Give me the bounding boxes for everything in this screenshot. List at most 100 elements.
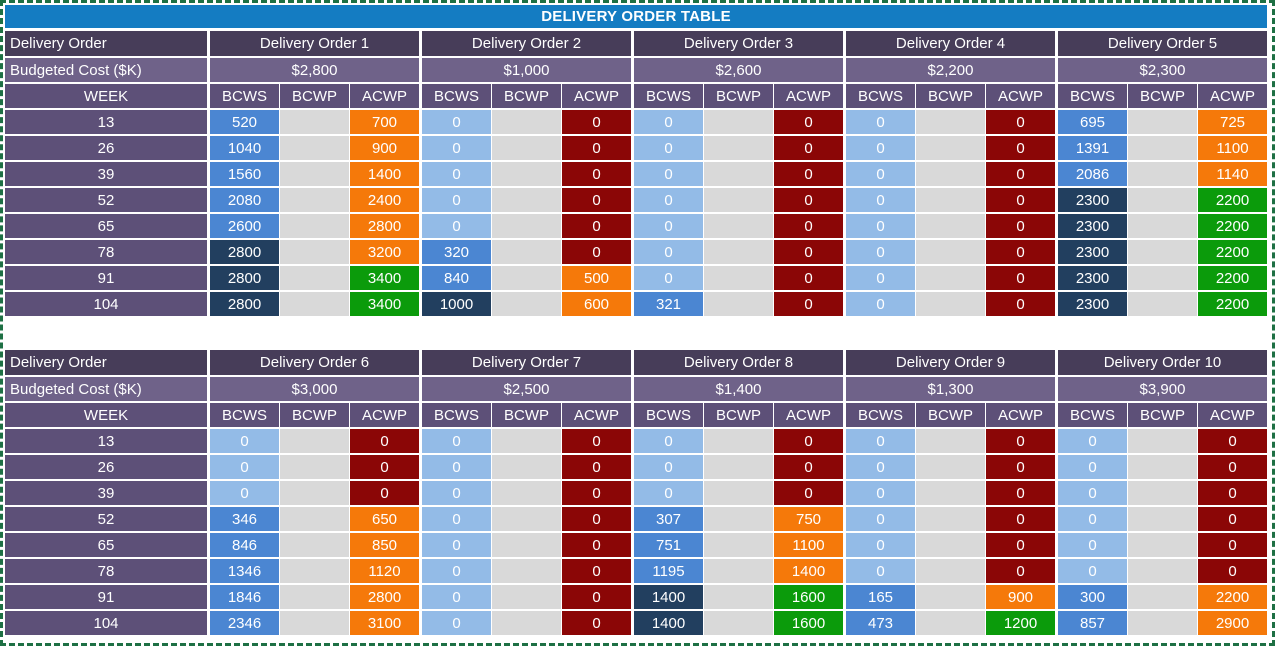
bcwp-value-cell[interactable] xyxy=(704,455,774,479)
bcws-value-cell[interactable]: 2080 xyxy=(210,188,280,212)
budgeted-cost-label-cell[interactable]: Budgeted Cost ($K) xyxy=(5,58,207,82)
acwp-value-cell[interactable]: 0 xyxy=(350,429,419,453)
bcwp-value-cell[interactable] xyxy=(704,429,774,453)
bcws-value-cell[interactable]: 0 xyxy=(422,533,492,557)
acwp-value-cell[interactable]: 0 xyxy=(986,188,1055,212)
col-header-acwp[interactable]: ACWP xyxy=(1198,403,1267,427)
bcws-value-cell[interactable]: 0 xyxy=(422,507,492,531)
bcwp-value-cell[interactable] xyxy=(1128,162,1198,186)
bcws-value-cell[interactable]: 1040 xyxy=(210,136,280,160)
bcwp-value-cell[interactable] xyxy=(1128,266,1198,290)
acwp-value-cell[interactable]: 0 xyxy=(986,136,1055,160)
bcwp-value-cell[interactable] xyxy=(492,136,562,160)
bcws-value-cell[interactable]: 520 xyxy=(210,110,280,134)
bcws-value-cell[interactable]: 857 xyxy=(1058,611,1128,635)
bcws-value-cell[interactable]: 0 xyxy=(1058,429,1128,453)
bcws-value-cell[interactable]: 473 xyxy=(846,611,916,635)
bcwp-value-cell[interactable] xyxy=(916,429,986,453)
acwp-value-cell[interactable]: 0 xyxy=(562,585,631,609)
col-header-acwp[interactable]: ACWP xyxy=(986,403,1055,427)
budget-value-cell[interactable]: $1,000 xyxy=(422,58,631,82)
bcws-value-cell[interactable]: 0 xyxy=(634,136,704,160)
acwp-value-cell[interactable]: 2200 xyxy=(1198,292,1267,316)
acwp-value-cell[interactable]: 2200 xyxy=(1198,188,1267,212)
acwp-value-cell[interactable]: 900 xyxy=(986,585,1055,609)
acwp-value-cell[interactable]: 0 xyxy=(986,533,1055,557)
bcwp-value-cell[interactable] xyxy=(280,585,350,609)
bcwp-value-cell[interactable] xyxy=(1128,240,1198,264)
order-name-cell[interactable]: Delivery Order 1 xyxy=(210,31,419,56)
bcws-value-cell[interactable]: 0 xyxy=(846,507,916,531)
acwp-value-cell[interactable]: 0 xyxy=(986,429,1055,453)
col-header-bcwp[interactable]: BCWP xyxy=(492,84,562,108)
bcws-value-cell[interactable]: 2600 xyxy=(210,214,280,238)
acwp-value-cell[interactable]: 1100 xyxy=(1198,136,1267,160)
acwp-value-cell[interactable]: 0 xyxy=(986,214,1055,238)
acwp-value-cell[interactable]: 0 xyxy=(350,455,419,479)
col-header-bcwp[interactable]: BCWP xyxy=(280,403,350,427)
bcws-value-cell[interactable]: 0 xyxy=(846,188,916,212)
acwp-value-cell[interactable]: 600 xyxy=(562,292,631,316)
bcwp-value-cell[interactable] xyxy=(492,266,562,290)
bcws-value-cell[interactable]: 751 xyxy=(634,533,704,557)
acwp-value-cell[interactable]: 0 xyxy=(774,481,843,505)
bcwp-value-cell[interactable] xyxy=(916,559,986,583)
bcwp-value-cell[interactable] xyxy=(916,585,986,609)
week-number-cell[interactable]: 39 xyxy=(5,481,207,505)
bcws-value-cell[interactable]: 2300 xyxy=(1058,214,1128,238)
bcws-value-cell[interactable]: 0 xyxy=(634,429,704,453)
acwp-value-cell[interactable]: 0 xyxy=(986,507,1055,531)
week-number-cell[interactable]: 104 xyxy=(5,611,207,635)
acwp-value-cell[interactable]: 0 xyxy=(562,240,631,264)
bcwp-value-cell[interactable] xyxy=(704,110,774,134)
acwp-value-cell[interactable]: 500 xyxy=(562,266,631,290)
delivery-order-label-cell[interactable]: Delivery Order xyxy=(5,31,207,56)
bcwp-value-cell[interactable] xyxy=(280,455,350,479)
col-header-bcwp[interactable]: BCWP xyxy=(704,84,774,108)
bcwp-value-cell[interactable] xyxy=(280,559,350,583)
bcwp-value-cell[interactable] xyxy=(704,136,774,160)
order-name-cell[interactable]: Delivery Order 2 xyxy=(422,31,631,56)
acwp-value-cell[interactable]: 0 xyxy=(562,136,631,160)
bcws-value-cell[interactable]: 2800 xyxy=(210,292,280,316)
bcws-value-cell[interactable]: 2800 xyxy=(210,240,280,264)
bcwp-value-cell[interactable] xyxy=(916,455,986,479)
bcws-value-cell[interactable]: 0 xyxy=(634,162,704,186)
bcws-value-cell[interactable]: 0 xyxy=(846,214,916,238)
budget-value-cell[interactable]: $3,900 xyxy=(1058,377,1267,401)
acwp-value-cell[interactable]: 0 xyxy=(774,110,843,134)
acwp-value-cell[interactable]: 0 xyxy=(562,481,631,505)
budget-value-cell[interactable]: $2,600 xyxy=(634,58,843,82)
bcws-value-cell[interactable]: 0 xyxy=(846,533,916,557)
acwp-value-cell[interactable]: 0 xyxy=(986,110,1055,134)
bcws-value-cell[interactable]: 840 xyxy=(422,266,492,290)
acwp-value-cell[interactable]: 3200 xyxy=(350,240,419,264)
col-header-bcwp[interactable]: BCWP xyxy=(916,403,986,427)
bcws-value-cell[interactable]: 2300 xyxy=(1058,266,1128,290)
order-name-cell[interactable]: Delivery Order 7 xyxy=(422,350,631,375)
bcwp-value-cell[interactable] xyxy=(280,110,350,134)
acwp-value-cell[interactable]: 3100 xyxy=(350,611,419,635)
bcwp-value-cell[interactable] xyxy=(916,533,986,557)
acwp-value-cell[interactable]: 0 xyxy=(562,162,631,186)
col-header-acwp[interactable]: ACWP xyxy=(562,84,631,108)
budget-value-cell[interactable]: $1,400 xyxy=(634,377,843,401)
bcwp-value-cell[interactable] xyxy=(492,429,562,453)
week-number-cell[interactable]: 65 xyxy=(5,214,207,238)
acwp-value-cell[interactable]: 0 xyxy=(562,507,631,531)
acwp-value-cell[interactable]: 0 xyxy=(774,292,843,316)
col-header-bcws[interactable]: BCWS xyxy=(846,84,916,108)
acwp-value-cell[interactable]: 1400 xyxy=(774,559,843,583)
bcws-value-cell[interactable]: 0 xyxy=(846,292,916,316)
bcws-value-cell[interactable]: 0 xyxy=(210,455,280,479)
bcwp-value-cell[interactable] xyxy=(492,110,562,134)
acwp-value-cell[interactable]: 0 xyxy=(986,559,1055,583)
bcwp-value-cell[interactable] xyxy=(916,188,986,212)
col-header-bcwp[interactable]: BCWP xyxy=(492,403,562,427)
acwp-value-cell[interactable]: 0 xyxy=(774,214,843,238)
bcws-value-cell[interactable]: 2800 xyxy=(210,266,280,290)
acwp-value-cell[interactable]: 0 xyxy=(774,455,843,479)
col-header-bcwp[interactable]: BCWP xyxy=(1128,84,1198,108)
bcwp-value-cell[interactable] xyxy=(1128,214,1198,238)
acwp-value-cell[interactable]: 0 xyxy=(1198,507,1267,531)
